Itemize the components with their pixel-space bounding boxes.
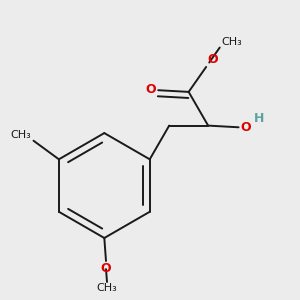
Text: CH₃: CH₃: [10, 130, 31, 140]
Text: O: O: [146, 83, 156, 96]
Text: O: O: [240, 121, 250, 134]
Text: H: H: [254, 112, 264, 125]
Text: O: O: [208, 53, 218, 66]
Text: CH₃: CH₃: [97, 283, 117, 293]
Text: O: O: [101, 262, 111, 275]
Text: CH₃: CH₃: [221, 37, 242, 46]
